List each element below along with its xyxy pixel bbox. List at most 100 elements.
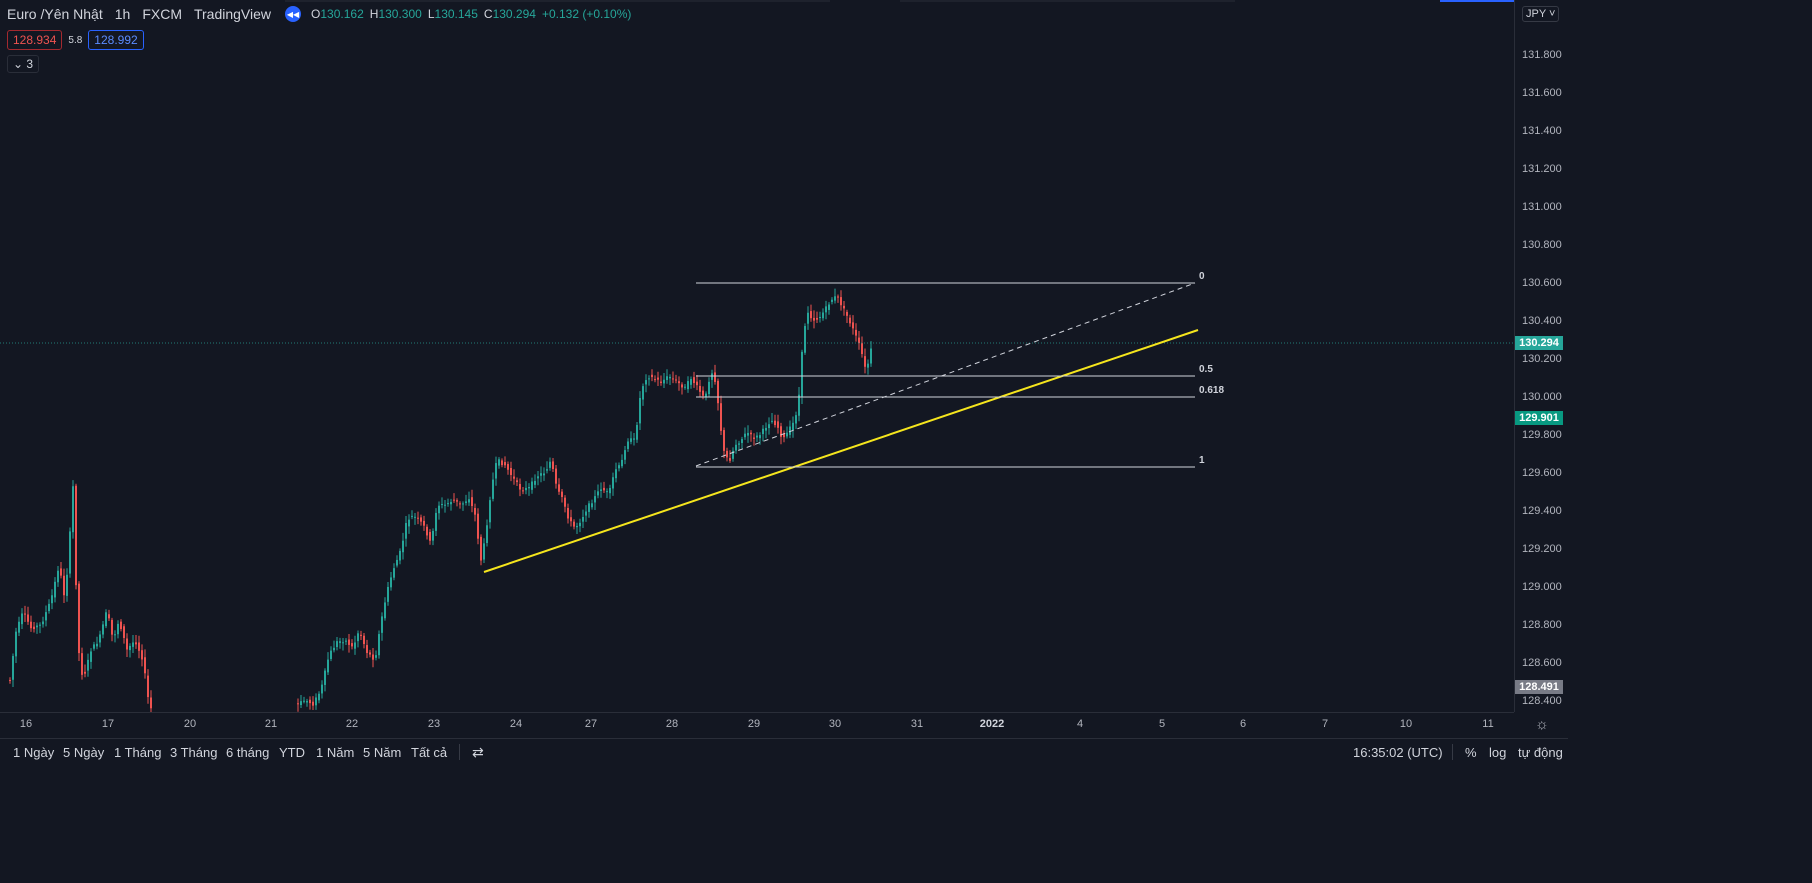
candle-body [816,318,818,320]
price-tick-label: 128.800 [1522,619,1562,631]
candle-body [597,491,599,496]
candle-body [669,376,671,379]
time-tick-label: 28 [665,718,679,730]
candle-body [303,700,305,702]
time-axis[interactable] [0,712,1514,737]
calendar-goto-icon[interactable]: ⇄ [472,744,484,760]
range-button[interactable]: Tất cả [411,745,448,760]
candle-body [795,415,797,424]
time-tick-label: 4 [1076,718,1084,730]
range-button[interactable]: 1 Ngày [13,745,55,760]
candle-body [825,306,827,313]
candle-body [843,305,845,309]
time-tick-label: 20 [183,718,197,730]
candle-body [753,437,755,439]
currency-label: JPY [1526,8,1546,20]
candle-body [510,467,512,476]
clock-label[interactable]: 16:35:02 (UTC) [1353,745,1443,760]
candle-body [516,480,518,483]
candle-body [645,380,647,385]
price-tag-low: 128.491 [1515,680,1563,694]
candle-body [465,501,467,503]
gear-icon[interactable]: ☼ [1535,716,1549,733]
candle-body [39,624,41,626]
candle-body [813,317,815,321]
candle-body [363,635,365,645]
candle-body [741,439,743,443]
candle-body [51,595,53,604]
auto-scale-toggle[interactable]: tự động [1518,745,1563,760]
candle-body [807,312,809,324]
candle-body [840,297,842,306]
price-axis[interactable] [1514,0,1569,712]
price-tick-label: 130.000 [1522,391,1562,403]
candle-body [567,508,569,519]
candle-body [33,626,35,630]
price-tick-label: 130.600 [1522,277,1562,289]
candle-body [297,703,299,705]
candle-body [489,500,491,523]
range-button[interactable]: 3 Tháng [170,745,218,760]
sell-button[interactable]: 128.934 [7,30,63,50]
candle-body [93,644,95,649]
candle-body [555,468,557,484]
symbol-name[interactable]: Euro /Yên Nhật [7,6,103,22]
candle-body [765,427,767,431]
chart-pane[interactable]: 0 0.5 0.618 1 [0,0,1514,712]
rewind-icon[interactable]: ◀◀ [285,6,302,22]
candle-body [318,693,320,701]
candle-body [657,377,659,380]
candle-body [480,536,482,561]
candle-body [867,363,869,368]
candle-body [60,568,62,576]
candle-body [126,638,128,650]
series-legend[interactable]: Euro /Yên Nhật 1h FXCM TradingView ◀◀ O1… [7,6,631,22]
close-value: 130.294 [492,7,536,21]
candle-body [132,642,134,647]
candle-body [333,647,335,651]
candle-body [327,659,329,673]
candle-body [144,657,146,674]
range-button[interactable]: 1 Năm [316,745,355,760]
close-key: C [483,7,493,21]
candle-body [852,322,854,329]
range-button[interactable]: 5 Năm [363,745,402,760]
candle-body [114,634,116,636]
candle-body [501,460,503,466]
price-tick-label: 128.600 [1522,657,1562,669]
candle-body [846,311,848,316]
candle-body [387,586,389,602]
indicators-toggle[interactable]: ⌄ 3 [7,55,40,73]
range-button[interactable]: 1 Tháng [114,745,162,760]
candle-body [24,613,26,615]
buy-button[interactable]: 128.992 [88,30,144,50]
price-tick-label: 129.000 [1522,581,1562,593]
spread-value: 5.8 [68,34,83,46]
percent-toggle[interactable]: % [1465,745,1477,760]
price-tick-label: 128.400 [1522,695,1562,707]
candle-body [792,422,794,431]
candle-body [108,614,110,619]
candle-body [486,525,488,544]
interval-label[interactable]: 1h [114,6,131,22]
currency-dropdown[interactable]: JPY ˅ [1522,6,1560,22]
price-tick-label: 131.600 [1522,87,1562,99]
range-button[interactable]: YTD [279,745,305,760]
range-button[interactable]: 5 Ngày [63,745,105,760]
candle-body [372,654,374,660]
candle-body [90,651,92,662]
candle-body [603,487,605,491]
candle-body [411,515,413,517]
range-button[interactable]: 6 tháng [226,745,270,760]
fib-level-label: 0.5 [1199,364,1213,375]
price-tick-label: 129.200 [1522,543,1562,555]
exchange-label: FXCM [142,6,182,22]
candle-body [468,499,470,503]
candle-body [618,465,620,469]
log-toggle[interactable]: log [1489,745,1507,760]
candle-body [348,639,350,645]
candle-body [744,433,746,438]
time-tick-label: 30 [828,718,842,730]
candle-body [123,626,125,638]
candle-body [111,619,113,635]
